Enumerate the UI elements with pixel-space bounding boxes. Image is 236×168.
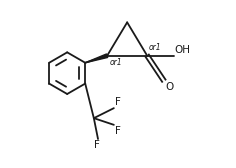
Text: OH: OH — [175, 45, 191, 55]
Polygon shape — [85, 54, 108, 63]
Text: or1: or1 — [110, 58, 122, 67]
Text: or1: or1 — [148, 43, 161, 52]
Text: F: F — [115, 126, 121, 136]
Text: F: F — [94, 140, 100, 150]
Text: O: O — [165, 82, 174, 92]
Text: F: F — [115, 97, 121, 107]
